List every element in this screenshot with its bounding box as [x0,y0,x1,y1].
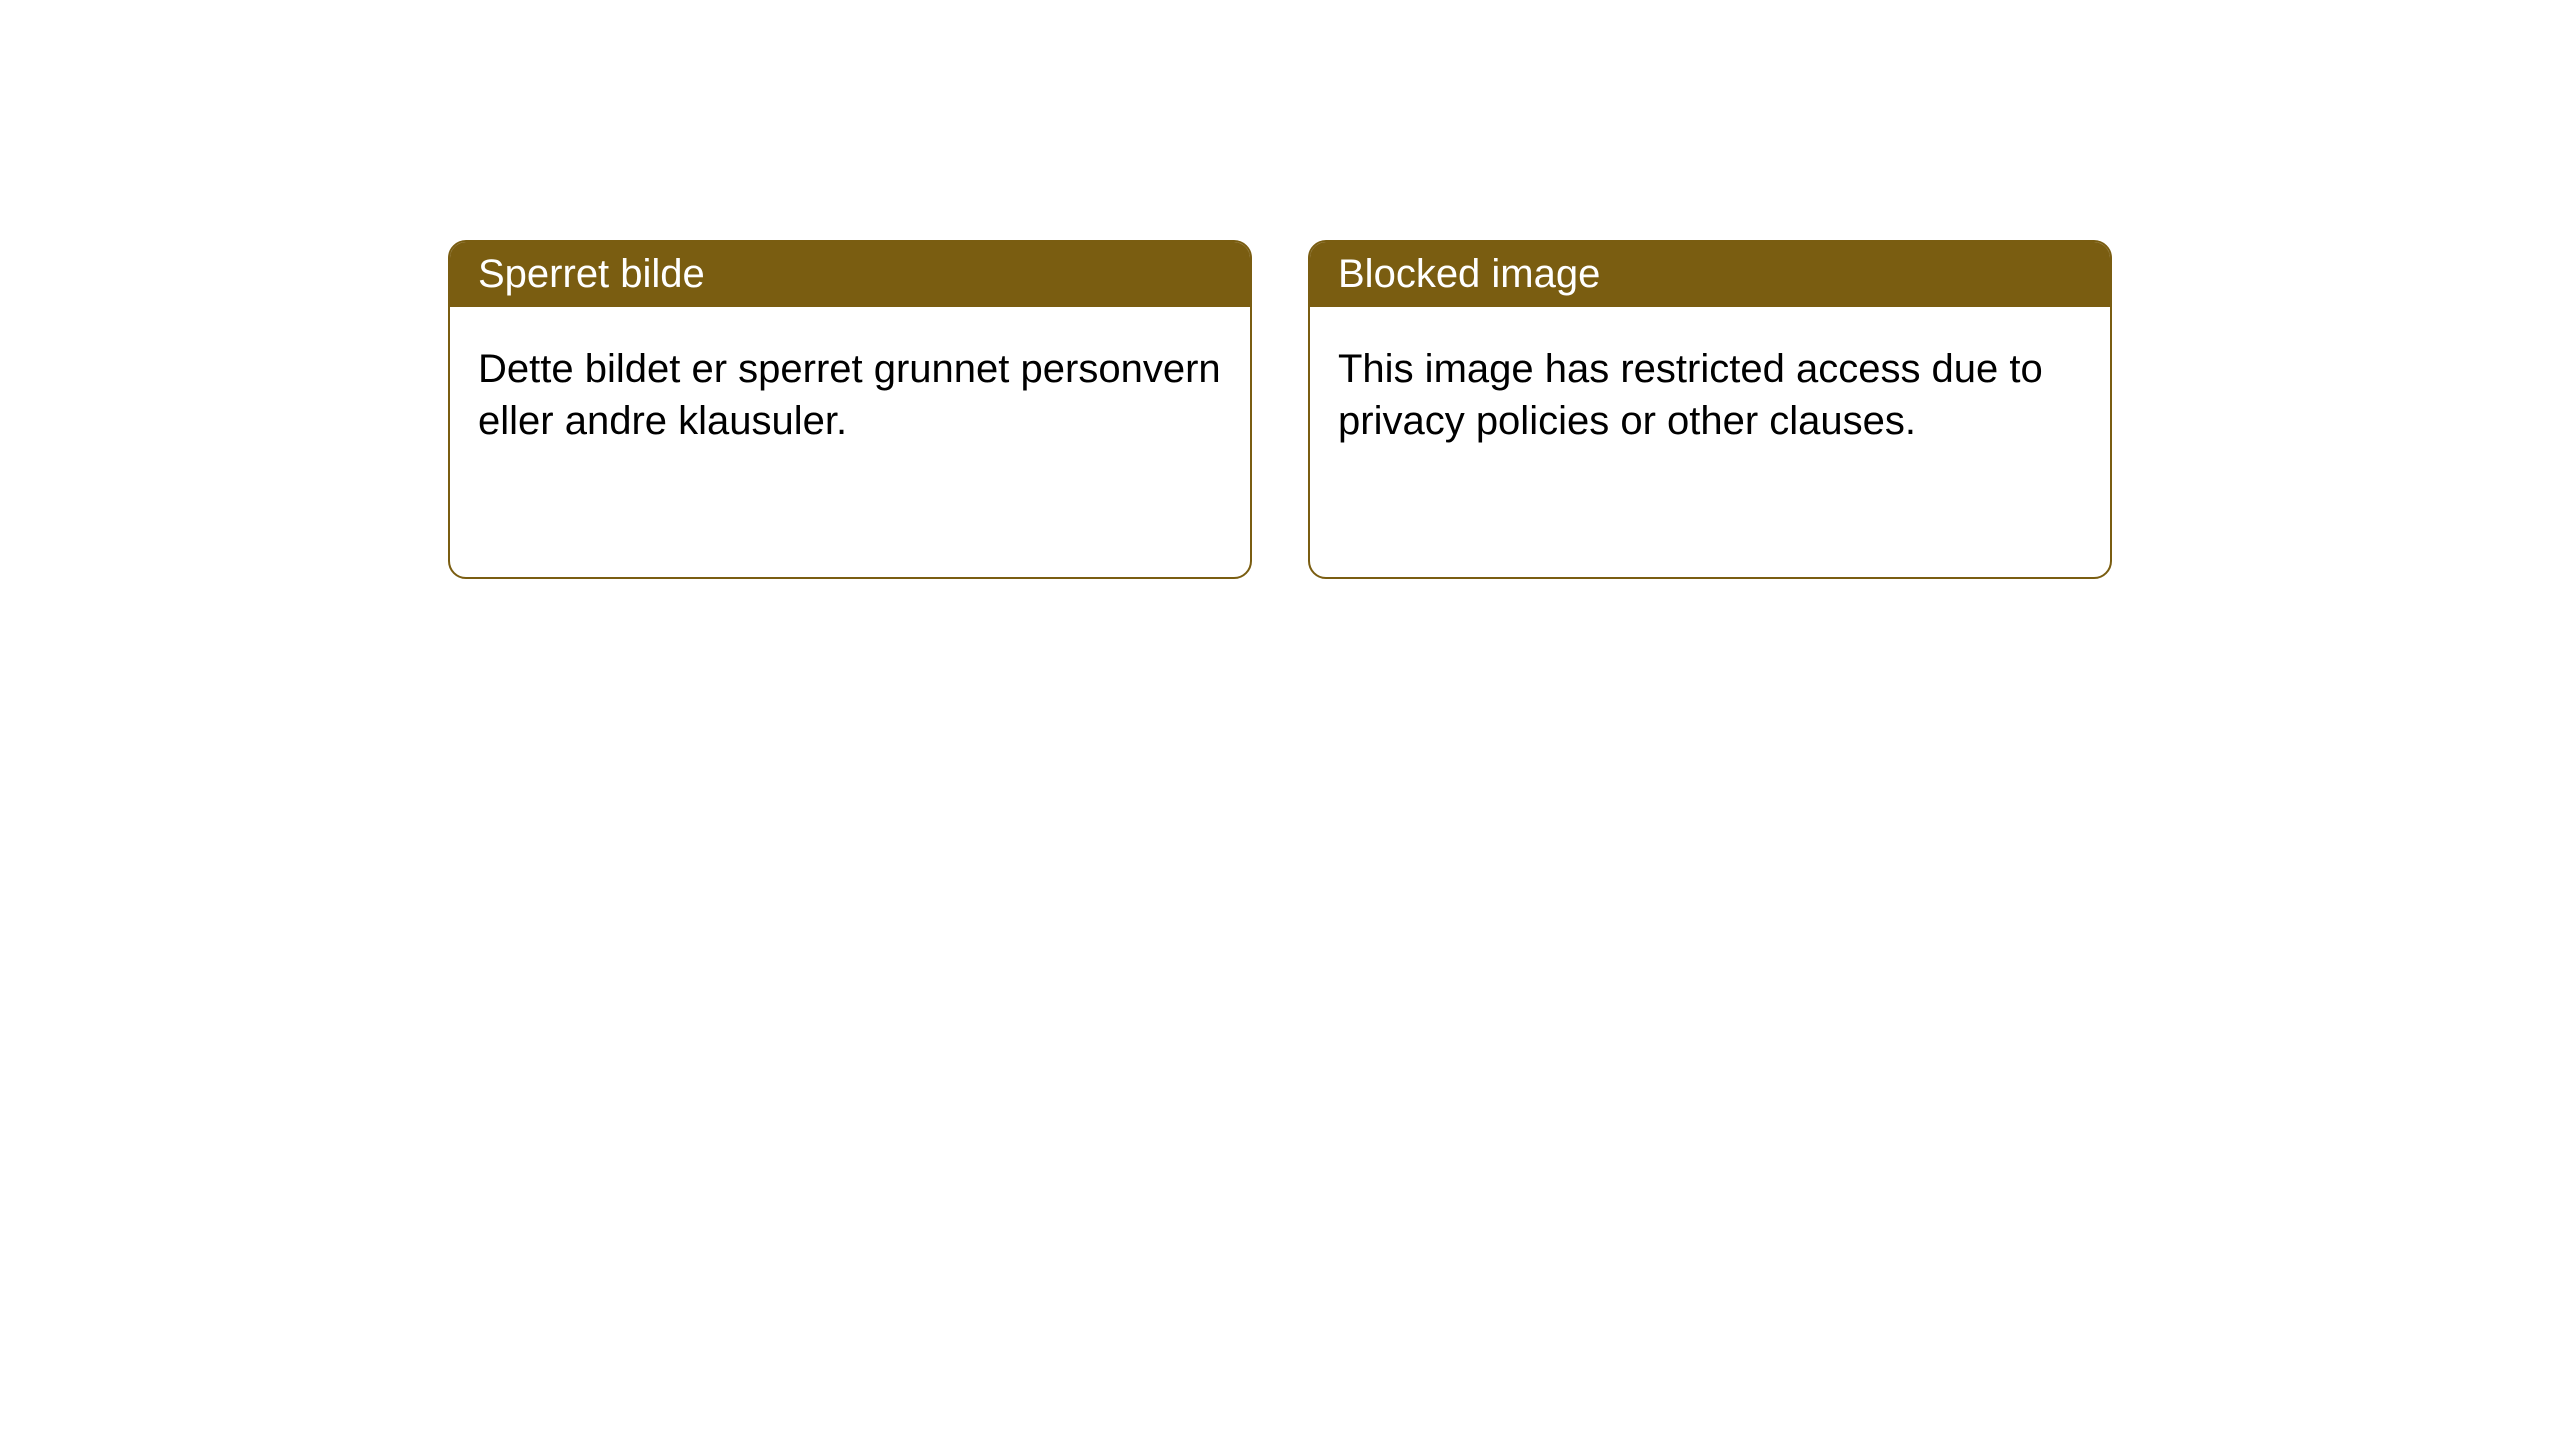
card-title: Blocked image [1338,252,1600,296]
card-body: This image has restricted access due to … [1310,307,2110,577]
card-body: Dette bildet er sperret grunnet personve… [450,307,1250,577]
card-header: Sperret bilde [450,242,1250,307]
card-body-text: Dette bildet er sperret grunnet personve… [478,347,1221,443]
card-body-text: This image has restricted access due to … [1338,347,2043,443]
blocked-image-card-no: Sperret bilde Dette bildet er sperret gr… [448,240,1252,579]
card-header: Blocked image [1310,242,2110,307]
blocked-image-card-en: Blocked image This image has restricted … [1308,240,2112,579]
notice-container: Sperret bilde Dette bildet er sperret gr… [0,0,2560,579]
card-title: Sperret bilde [478,252,705,296]
